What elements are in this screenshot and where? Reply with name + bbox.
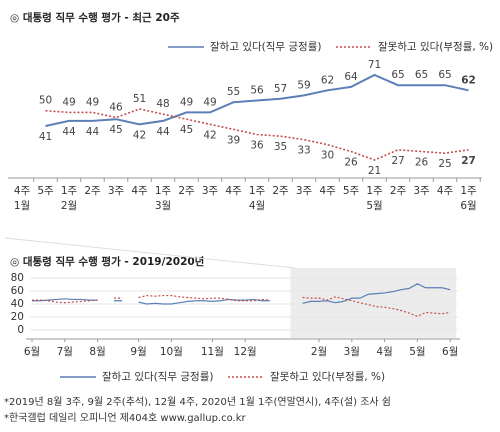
legend-label: 잘하고 있다(직무 긍정률) [210, 40, 321, 53]
series-line [32, 283, 451, 305]
x-tick-label: 3주 [108, 185, 125, 197]
x-tick-label: 4주 [14, 185, 31, 197]
x-tick-label: 1주 [249, 185, 266, 197]
data-label: 50 [39, 95, 52, 107]
data-label: 44 [86, 126, 100, 138]
data-label: 26 [344, 157, 358, 169]
x-tick-label: 4월 [249, 200, 265, 212]
data-label: 49 [86, 96, 99, 108]
x-tick-label: 5주 [343, 185, 360, 197]
data-label: 64 [344, 71, 358, 83]
data-label: 55 [227, 86, 240, 98]
y-tick-label: 80 [11, 272, 24, 284]
series-line [45, 73, 469, 127]
x-tick-label: 4주 [437, 185, 454, 197]
x-tick-label: 5월 [366, 200, 382, 212]
series-line [32, 294, 451, 318]
y-tick-label: 60 [11, 285, 24, 297]
x-tick-label: 6월 [24, 346, 40, 358]
x-tick-label: 10월 [160, 346, 183, 358]
x-tick-label: 11월 [201, 346, 224, 358]
x-tick-label: 6월 [460, 200, 476, 212]
data-label: 21 [368, 165, 381, 177]
data-label: 42 [133, 129, 146, 141]
x-tick-label: 6월 [442, 346, 458, 358]
x-tick-label: 4주 [319, 185, 336, 197]
connector [4, 237, 296, 269]
x-tick-label: 1월 [14, 200, 30, 212]
data-label: 57 [274, 83, 287, 95]
x-tick-label: 5주 [37, 185, 54, 197]
x-tick-label: 7월 [57, 346, 73, 358]
x-tick-label: 1주 [460, 185, 477, 197]
x-tick-label: 3주 [202, 185, 219, 197]
x-tick-label: 1주 [366, 185, 383, 197]
x-tick-label: 3월 [344, 346, 360, 358]
x-tick-label: 2월 [61, 200, 77, 212]
x-tick-label: 12월 [234, 346, 257, 358]
x-tick-label: 1주 [155, 185, 172, 197]
data-label: 51 [133, 93, 146, 105]
x-tick-label: 2주 [272, 185, 289, 197]
data-label: 39 [227, 134, 240, 146]
data-label: 62 [461, 74, 476, 86]
x-tick-label: 3주 [413, 185, 430, 197]
data-label: 65 [391, 69, 404, 81]
legend-label: 잘못하고 있다(부정률, %) [270, 370, 385, 383]
data-label: 41 [39, 131, 52, 143]
data-label: 27 [461, 155, 476, 167]
y-tick-label: 40 [11, 298, 24, 310]
data-label: 59 [297, 79, 310, 91]
y-tick-label: 0 [17, 324, 24, 336]
data-label: 35 [274, 141, 287, 153]
data-label: 65 [438, 69, 451, 81]
chart-title: ◎ 대통령 직무 수행 평가 - 최근 20주 [10, 11, 180, 24]
data-label: 42 [203, 129, 216, 141]
x-tick-label: 8월 [89, 346, 105, 358]
legend-label: 잘하고 있다(직무 긍정률) [102, 370, 213, 383]
data-label: 65 [415, 69, 428, 81]
data-label: 44 [156, 126, 170, 138]
data-label: 27 [391, 155, 404, 167]
x-tick-label: 4주 [225, 185, 242, 197]
y-tick-label: 20 [11, 311, 24, 323]
chart-title: ◎ 대통령 직무 수행 평가 - 2019/2020년 [10, 255, 204, 268]
x-tick-label: 1주 [61, 185, 78, 197]
data-label: 36 [250, 140, 264, 152]
footnote: *2019년 8월 3주, 9월 2주(추석), 12월 4주, 2020년 1… [4, 396, 391, 408]
data-label: 49 [62, 96, 75, 108]
x-tick-label: 3주 [296, 185, 313, 197]
data-label: 25 [438, 158, 451, 170]
data-label: 30 [321, 150, 334, 162]
x-tick-label: 4주 [131, 185, 148, 197]
data-label: 48 [156, 98, 169, 110]
series-line [45, 108, 469, 161]
data-label: 56 [250, 85, 264, 97]
data-label: 33 [297, 145, 310, 157]
data-label: 45 [109, 124, 122, 136]
data-label: 44 [62, 126, 76, 138]
data-label: 71 [368, 59, 381, 71]
x-tick-label: 3월 [155, 200, 171, 212]
data-label: 62 [321, 74, 334, 86]
x-tick-label: 4월 [376, 346, 392, 358]
x-tick-label: 9월 [130, 346, 146, 358]
data-label: 49 [180, 96, 193, 108]
x-tick-label: 2주 [178, 185, 195, 197]
highlight-region [290, 268, 457, 338]
x-tick-label: 2주 [84, 185, 101, 197]
x-tick-label: 2월 [311, 346, 327, 358]
data-label: 49 [203, 96, 216, 108]
footnote: *한국갤럽 데일리 오피니언 제404호 www.gallup.co.kr [4, 412, 247, 424]
legend-label: 잘못하고 있다(부정률, %) [378, 40, 493, 53]
x-tick-label: 5월 [409, 346, 425, 358]
data-label: 26 [415, 157, 429, 169]
data-label: 45 [180, 124, 193, 136]
data-label: 46 [109, 102, 123, 114]
x-tick-label: 2주 [390, 185, 407, 197]
